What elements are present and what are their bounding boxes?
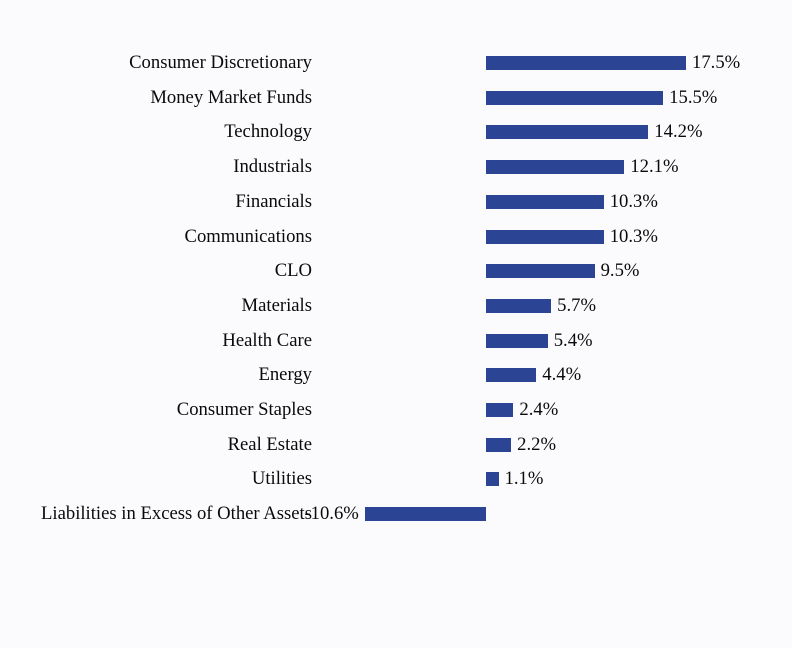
chart-row: Communications 10.3% [0,225,792,249]
bar [365,507,486,521]
value-label: 17.5% [692,51,740,75]
value-label: 10.3% [610,190,658,214]
chart-row: Technology 14.2% [0,120,792,144]
value-label: -10.6% [304,502,358,526]
chart-row: Real Estate 2.2% [0,433,792,457]
bar [486,403,513,417]
bar [486,230,604,244]
chart-row: Consumer Discretionary 17.5% [0,51,792,75]
chart-row: Energy 4.4% [0,363,792,387]
chart-row: Liabilities in Excess of Other Assets-10… [0,502,792,526]
category-label: Energy [12,363,312,387]
chart-row: Industrials 12.1% [0,155,792,179]
allocation-bar-chart: Consumer Discretionary 17.5% Money Market … [0,0,792,648]
chart-row: Health Care 5.4% [0,329,792,353]
category-label: Consumer Discretionary [12,51,312,75]
bar [486,125,648,139]
category-label: CLO [12,259,312,283]
bar [486,160,624,174]
value-label: 2.4% [519,398,558,422]
value-label: 9.5% [601,259,640,283]
value-label: 1.1% [505,467,544,491]
chart-row: Utilities 1.1% [0,467,792,491]
bar [486,56,686,70]
bar [486,368,536,382]
chart-row: Money Market Funds 15.5% [0,86,792,110]
bar [486,264,595,278]
category-label: Money Market Funds [12,86,312,110]
value-label: 15.5% [669,86,717,110]
category-label: Consumer Staples [12,398,312,422]
value-label: 10.3% [610,225,658,249]
value-label: 12.1% [630,155,678,179]
value-label: 2.2% [517,433,556,457]
category-label: Utilities [12,467,312,491]
chart-row: Materials 5.7% [0,294,792,318]
value-label: 4.4% [542,363,581,387]
value-label: 14.2% [654,120,702,144]
category-label: Real Estate [12,433,312,457]
category-label: Liabilities in Excess of Other Assets [12,502,312,526]
category-label: Communications [12,225,312,249]
bar [486,334,548,348]
bar [486,91,663,105]
category-label: Financials [12,190,312,214]
bar [486,299,551,313]
category-label: Technology [12,120,312,144]
value-label: 5.7% [557,294,596,318]
chart-row: Consumer Staples 2.4% [0,398,792,422]
category-label: Materials [12,294,312,318]
chart-row: CLO 9.5% [0,259,792,283]
category-label: Health Care [12,329,312,353]
bar [486,438,511,452]
chart-row: Financials 10.3% [0,190,792,214]
bar [486,472,499,486]
category-label: Industrials [12,155,312,179]
value-label: 5.4% [554,329,593,353]
bar [486,195,604,209]
